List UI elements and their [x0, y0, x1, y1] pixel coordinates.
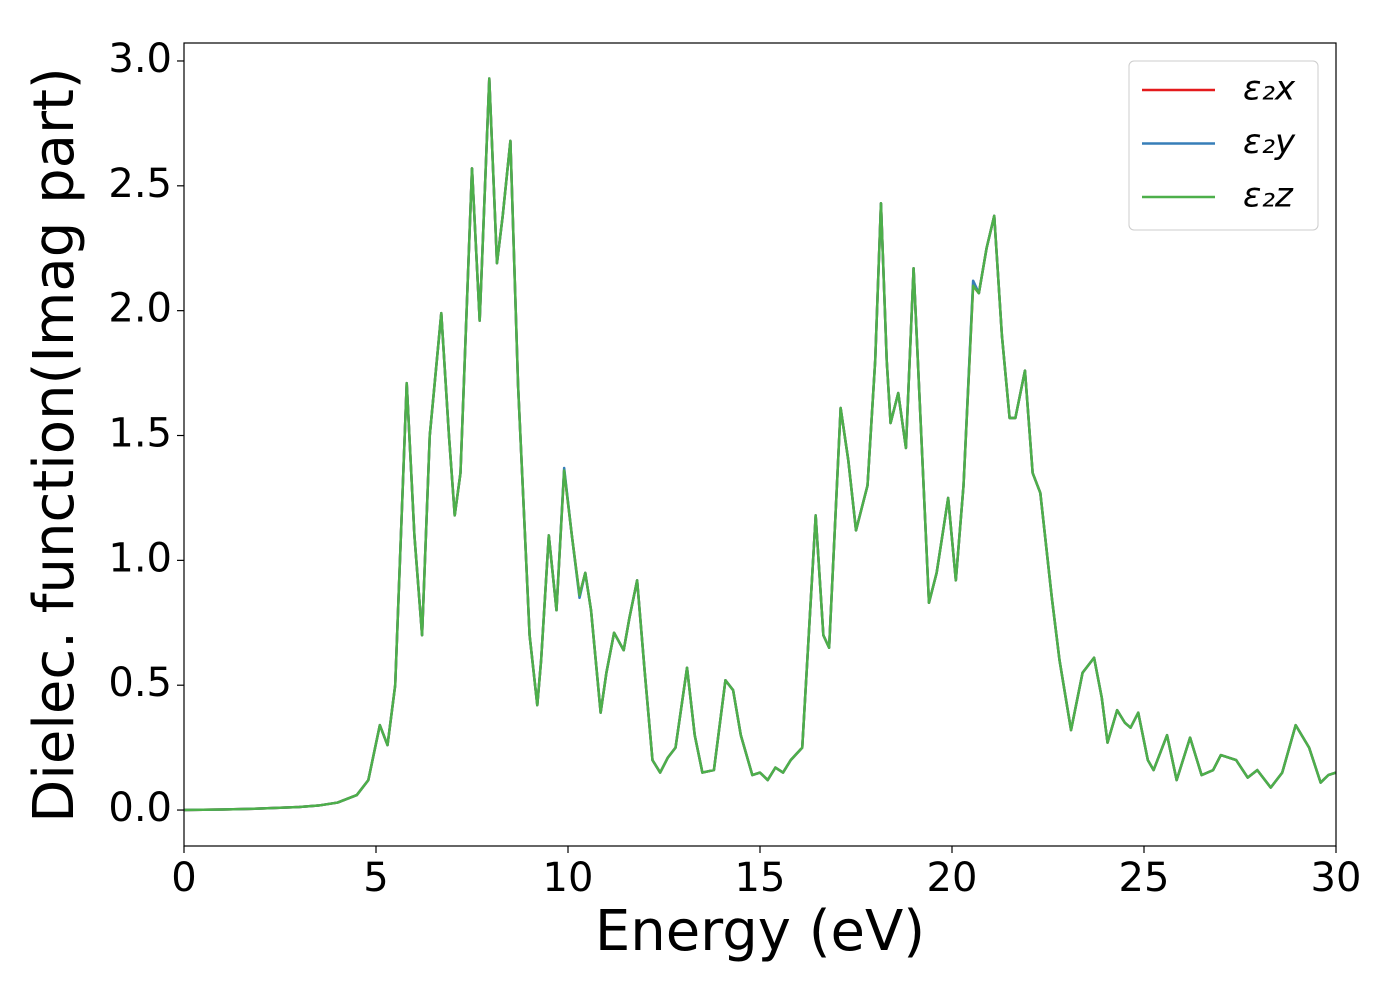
y-tick-label: 0.0: [108, 785, 172, 831]
x-axis-label: Energy (eV): [595, 899, 925, 964]
y-axis-label: Dielec. function(Imag part): [22, 67, 87, 823]
legend-box: [1128, 60, 1319, 231]
y-tick-label: 1.5: [108, 411, 172, 457]
x-tick-label: 25: [1119, 855, 1170, 901]
legend-label: ε₂x: [1243, 69, 1296, 109]
x-tick-label: 0: [171, 855, 196, 901]
y-tick-label: 0.5: [108, 660, 172, 706]
x-tick-label: 30: [1311, 855, 1362, 901]
x-tick-label: 10: [543, 855, 594, 901]
legend-label: ε₂z: [1243, 176, 1294, 216]
y-tick-label: 1.0: [108, 535, 172, 581]
legend-label: ε₂y: [1243, 122, 1296, 162]
y-tick-label: 3.0: [108, 36, 172, 82]
y-tick-label: 2.0: [108, 286, 172, 332]
y-tick-label: 2.5: [108, 161, 172, 207]
x-tick-label: 5: [363, 855, 388, 901]
line-series: [183, 77, 1337, 812]
plot-frame: [183, 42, 1337, 847]
x-tick-label: 15: [735, 855, 786, 901]
x-tick-label: 20: [927, 855, 978, 901]
